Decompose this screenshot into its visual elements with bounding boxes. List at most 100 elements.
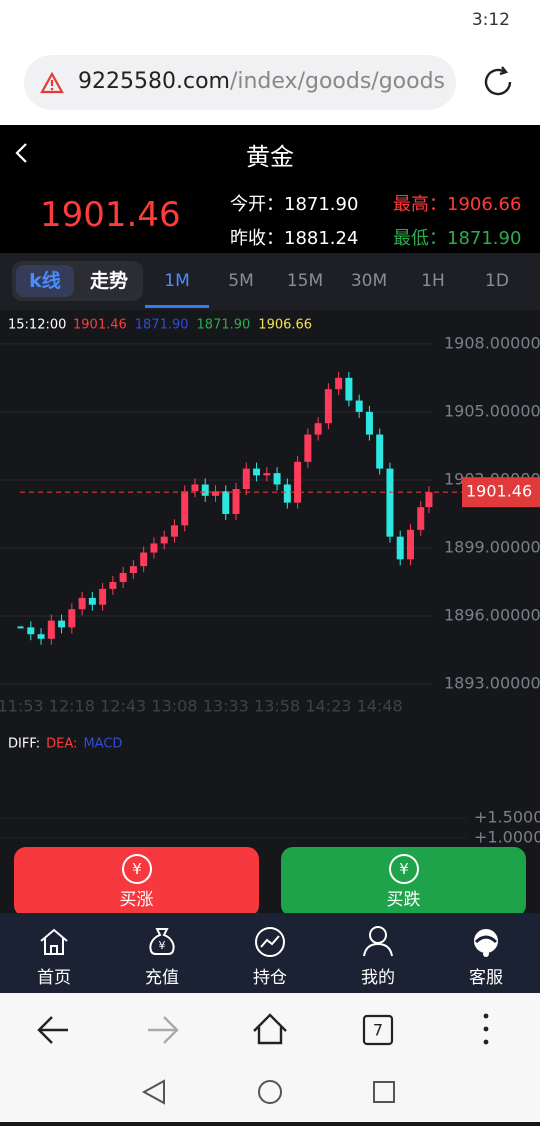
candle [425, 492, 433, 508]
chart-toggle: k线 走势 [12, 261, 143, 301]
candle [304, 434, 312, 462]
back-arrow[interactable] [37, 1016, 68, 1044]
candle [47, 620, 55, 639]
sys-home[interactable] [258, 1080, 282, 1104]
candle [345, 377, 353, 401]
url-field[interactable]: 9225580.com/index/goods/goods [24, 55, 456, 110]
nav-icon: ¥ [149, 928, 175, 955]
x-tick-label: 11:53 [0, 697, 44, 716]
tab-count: 7 [373, 1021, 383, 1040]
stat-label: 昨收： [230, 228, 284, 249]
period-tab[interactable]: 1D [485, 271, 509, 291]
y-tick-label: +1.0000 [474, 828, 540, 847]
candle [365, 411, 373, 435]
y-tick-label: 1908.00000 [444, 333, 540, 352]
y-tick-label: 1905.00000 [444, 401, 540, 420]
x-tick-label: 13:08 [151, 697, 197, 716]
nav-label: 客服 [469, 968, 503, 988]
period-tab[interactable]: 1H [421, 271, 445, 291]
button-label: 买跌 [386, 890, 421, 910]
candle [129, 566, 137, 573]
url: 9225580.com/index/goods/goods [78, 69, 448, 94]
browser-controls: 7 [37, 1013, 489, 1105]
stat-high: 最高：1906.66 [393, 190, 521, 216]
x-tick-label: 13:33 [203, 697, 249, 716]
menu-dot[interactable] [483, 1013, 489, 1019]
last-price-box [462, 477, 540, 508]
home-button[interactable] [253, 1013, 287, 1045]
sys-back[interactable] [141, 1079, 165, 1105]
period-tab[interactable]: 1M [164, 271, 190, 291]
stat-label: 最低： [393, 228, 447, 249]
info-value: 1871.90 [197, 318, 251, 333]
tab-bar: k线 走势 1M 5M 15M 30M 1H 1D [0, 253, 540, 310]
nav-service[interactable]: 客服 [432, 913, 540, 993]
nav-icon [363, 926, 393, 957]
toggle-kline[interactable]: k线 [16, 265, 74, 297]
reload-button[interactable] [480, 64, 516, 100]
nav-icon [255, 927, 285, 957]
candle [314, 423, 322, 435]
candle [355, 400, 363, 412]
candle [109, 582, 117, 589]
candle [181, 491, 189, 526]
nav-icon [474, 929, 498, 957]
browser-toolbar: 7 [0, 993, 540, 1122]
buy-down-button[interactable]: ¥ 买跌 [281, 847, 526, 917]
y-tick-label: 1899.00000 [444, 538, 540, 557]
clock: 3:12 [471, 10, 510, 30]
period-tab[interactable]: 15M [286, 271, 324, 291]
buy-up-button[interactable]: ¥ 买涨 [14, 847, 259, 917]
status-bar: 3:12 [0, 0, 540, 40]
x-tick-label: 13:58 [254, 697, 300, 716]
last-price-label: 1901.46 [466, 482, 532, 501]
nav-home[interactable]: 首页 [0, 913, 108, 993]
y-tick-label: 1896.00000 [444, 606, 540, 625]
quote-header: 黄金 1901.46 今开：1871.90 最高：1906.66 昨收：1881… [0, 125, 540, 253]
candle [294, 461, 302, 503]
button-label: 买涨 [119, 890, 154, 910]
candle [37, 634, 45, 639]
candle [242, 468, 250, 490]
button-icon: ¥ [389, 854, 419, 884]
stat-value: 1906.66 [447, 194, 522, 215]
candle [273, 473, 281, 485]
candle [27, 627, 35, 635]
candle [212, 491, 219, 496]
stat-value: 1881.24 [284, 228, 359, 249]
forward-arrow[interactable] [148, 1016, 179, 1044]
y-tick-label: 1893.00000 [444, 674, 540, 693]
macd-legend: DEA: [46, 737, 77, 752]
info-time: 15:12:00 [8, 318, 66, 333]
candle [78, 597, 86, 610]
candle [99, 588, 107, 605]
period-tab[interactable]: 5M [228, 271, 254, 291]
nav-mine[interactable]: 我的 [324, 913, 432, 993]
bottom-nav: 首页 ¥ 充值 持仓 我的 客服 [0, 913, 540, 993]
active-underline [145, 305, 209, 308]
period-tab[interactable]: 30M [350, 271, 388, 291]
nav-icon [40, 928, 68, 955]
sys-recents[interactable] [373, 1081, 395, 1103]
nav-deposit[interactable]: ¥ 充值 [108, 913, 216, 993]
info-value: 1901.46 [73, 318, 127, 333]
nav-label: 充值 [145, 968, 179, 988]
candle [324, 389, 332, 424]
address-bar: 9225580.com/index/goods/goods [0, 40, 540, 125]
candle [396, 536, 404, 560]
candle [201, 484, 209, 496]
last-price: 1901.46 [40, 195, 181, 235]
url-domain: 9225580.com [78, 69, 230, 94]
nav-label: 首页 [37, 968, 71, 988]
tabs-button[interactable] [362, 1014, 394, 1046]
y-tick-label: +1.5000 [474, 808, 540, 827]
toggle-trend[interactable]: 走势 [89, 270, 128, 292]
candle [191, 484, 199, 492]
chart: 15:12:00 1901.46 1871.90 1871.90 1906.66 1908… [0, 310, 540, 850]
menu-dot[interactable] [483, 1039, 489, 1045]
back-button[interactable] [12, 141, 32, 165]
candle [58, 620, 66, 628]
nav-positions[interactable]: 持仓 [216, 913, 324, 993]
menu-dot[interactable] [483, 1026, 489, 1032]
candle [140, 552, 148, 567]
